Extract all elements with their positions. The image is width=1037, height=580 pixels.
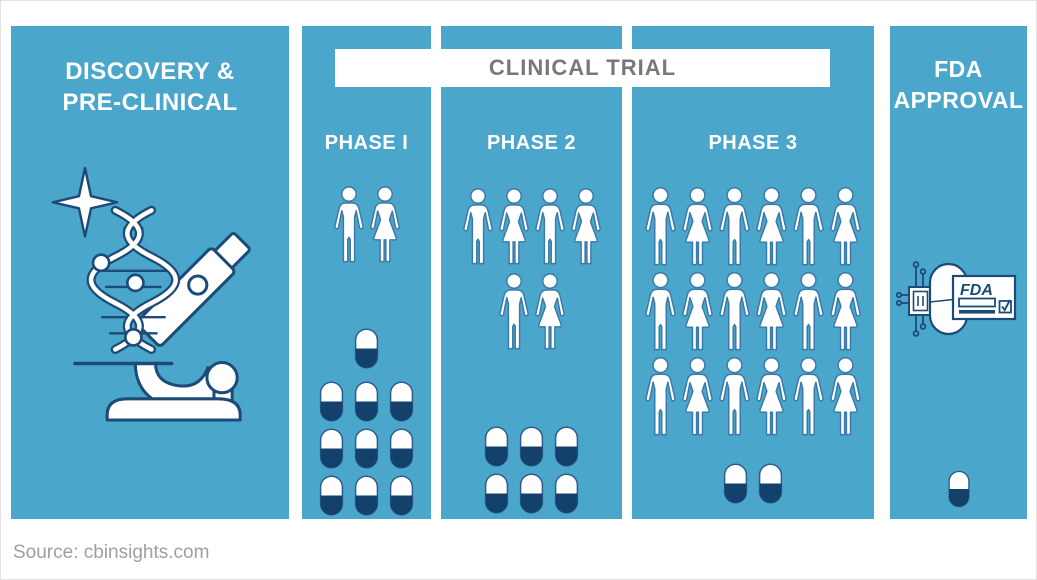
male-person-icon [790, 186, 827, 270]
pill-grid [302, 328, 431, 516]
discovery-title-line1: DISCOVERY & [65, 58, 235, 85]
capsule-pill-icon [484, 473, 509, 514]
male-person-icon [642, 271, 679, 355]
male-person-icon [716, 356, 753, 440]
female-person-icon [753, 271, 790, 355]
stage-discovery-preclinical: DISCOVERY & PRE-CLINICAL [11, 26, 289, 519]
pill-grid [890, 469, 1027, 509]
people-grid [441, 186, 622, 355]
people-grid [302, 184, 431, 268]
male-person-icon [716, 271, 753, 355]
fda-approval-certificate-chip-pill-icon: FDA [896, 261, 1017, 337]
clinical-trial-banner: CLINICAL TRIAL [335, 49, 830, 87]
capsule-pill-icon [354, 475, 379, 516]
male-person-icon [532, 186, 568, 270]
female-person-icon [827, 271, 864, 355]
people-row [642, 271, 864, 355]
capsule-pill-icon [319, 475, 344, 516]
discovery-title-line2: PRE-CLINICAL [62, 89, 238, 116]
fda-title-line1: FDA [934, 56, 983, 82]
capsule-pill-icon [389, 475, 414, 516]
female-person-icon [679, 356, 716, 440]
capsule-pill-icon [354, 328, 379, 369]
people-row [496, 271, 568, 355]
svg-text:FDA: FDA [960, 282, 993, 299]
male-person-icon [460, 186, 496, 270]
stage-phase-3: PHASE 3 [632, 26, 874, 519]
discovery-title: DISCOVERY & PRE-CLINICAL [11, 26, 289, 118]
people-grid [632, 186, 874, 440]
male-person-icon [642, 186, 679, 270]
capsule-pill-icon [519, 426, 544, 467]
female-person-icon [679, 271, 716, 355]
female-person-icon [753, 356, 790, 440]
microscope-dna-sparkle-icon [51, 166, 251, 422]
capsule-pill-icon [519, 473, 544, 514]
capsule-pill-icon [554, 426, 579, 467]
female-person-icon [679, 186, 716, 270]
stage-phase-1: PHASE I [302, 26, 431, 519]
phase-label: PHASE 2 [486, 132, 577, 154]
pill-grid [632, 463, 874, 504]
capsule-pill-icon [354, 428, 379, 469]
male-person-icon [642, 356, 679, 440]
male-person-icon [496, 271, 532, 355]
female-person-icon [568, 186, 604, 270]
capsule-pill-icon [948, 469, 970, 509]
phase-label: PHASE 3 [708, 132, 798, 154]
female-person-icon [532, 271, 568, 355]
pill-row [319, 475, 414, 516]
pill-row [484, 426, 579, 467]
phase-label: PHASE I [324, 132, 409, 154]
people-row [642, 356, 864, 440]
capsule-pill-icon [354, 381, 379, 422]
capsule-pill-icon [723, 463, 748, 504]
pill-row [319, 381, 414, 422]
male-person-icon [331, 184, 367, 268]
capsule-pill-icon [319, 428, 344, 469]
source-caption: Source: cbinsights.com [13, 542, 210, 563]
fda-title-line2: APPROVAL [893, 87, 1024, 113]
pill-row [948, 469, 970, 509]
capsule-pill-icon [484, 426, 509, 467]
fda-title: FDA APPROVAL [890, 26, 1027, 116]
capsule-pill-icon [554, 473, 579, 514]
capsule-pill-icon [319, 381, 344, 422]
pill-row [484, 473, 579, 514]
female-person-icon [827, 186, 864, 270]
people-row [331, 184, 403, 268]
male-person-icon [790, 356, 827, 440]
capsule-pill-icon [758, 463, 783, 504]
pill-grid [441, 426, 622, 514]
female-person-icon [367, 184, 403, 268]
male-person-icon [790, 271, 827, 355]
male-person-icon [716, 186, 753, 270]
people-row [642, 186, 864, 270]
capsule-pill-icon [389, 428, 414, 469]
pill-row [723, 463, 783, 504]
female-person-icon [827, 356, 864, 440]
stage-phase-2: PHASE 2 [441, 26, 622, 519]
people-row [460, 186, 604, 270]
stage-fda-approval: FDA APPROVAL FDA [890, 26, 1027, 519]
capsule-pill-icon [389, 381, 414, 422]
pill-row [319, 428, 414, 469]
pill-row [354, 328, 379, 369]
female-person-icon [496, 186, 532, 270]
female-person-icon [753, 186, 790, 270]
